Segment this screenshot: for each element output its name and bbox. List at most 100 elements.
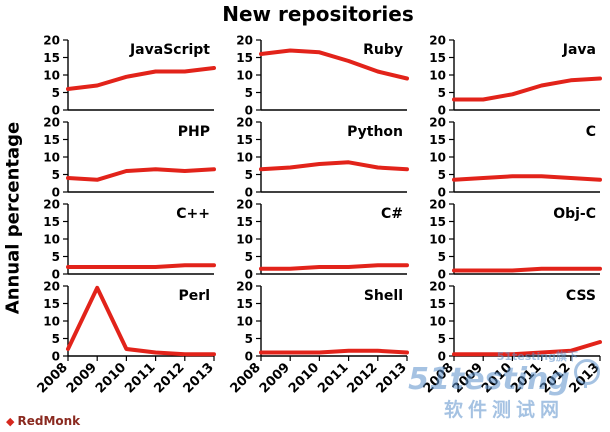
y-tick-label: 10 <box>43 315 60 329</box>
y-tick-label: 5 <box>245 86 253 100</box>
y-tick-label: 0 <box>245 268 253 281</box>
y-tick-label: 5 <box>438 332 446 346</box>
chart-panel-3: 0 5 10 15 20 PHP <box>32 116 218 200</box>
y-tick-label: 5 <box>438 86 446 100</box>
chart-panel-svg-8: 0 5 10 15 20 Obj-C <box>429 198 602 282</box>
y-tick-label: 20 <box>429 198 446 212</box>
panel-label: Perl <box>179 288 210 304</box>
y-tick-label: 10 <box>236 69 253 83</box>
series-line <box>259 48 409 81</box>
panel-label: CSS <box>566 288 596 304</box>
y-tick-label: 10 <box>43 151 60 165</box>
chart-panel-1: 0 5 10 15 20 Ruby <box>225 34 411 118</box>
y-tick-label: 10 <box>429 151 446 165</box>
x-tick-label: 2008 <box>421 360 457 396</box>
panel-label: Java <box>562 42 596 58</box>
y-tick-label: 5 <box>245 250 253 264</box>
y-tick-label: 15 <box>429 133 446 147</box>
y-tick-label: 15 <box>236 133 253 147</box>
y-tick-label: 15 <box>43 215 60 229</box>
y-tick-label: 5 <box>52 332 60 346</box>
x-tick-label: 2013 <box>567 360 603 396</box>
panel-label: C <box>586 124 596 140</box>
y-tick-label: 20 <box>429 116 446 130</box>
panel-label: Obj-C <box>553 206 596 222</box>
y-tick-label: 0 <box>438 350 446 364</box>
y-tick-label: 10 <box>43 69 60 83</box>
panel-label: C# <box>381 206 403 222</box>
series-line <box>452 174 602 182</box>
y-tick-label: 5 <box>52 86 60 100</box>
x-tick-label: 2009 <box>257 360 293 396</box>
chart-panel-4: 0 5 10 15 20 Python <box>225 116 411 200</box>
y-tick-label: 0 <box>245 104 253 117</box>
y-tick-label: 20 <box>43 198 60 212</box>
series-line <box>66 167 216 182</box>
x-tick-label: 2008 <box>228 360 264 396</box>
redmonk-mark-icon: ◆ <box>6 414 15 428</box>
chart-panel-9: 0 5 10 15 20 Perl 2008 2009 2010 2011 2012 2013 <box>32 280 218 402</box>
series-line <box>259 348 409 355</box>
x-tick-label: 2009 <box>450 360 486 396</box>
panel-label: JavaScript <box>129 42 210 58</box>
chart-panel-11: 0 5 10 15 20 CSS 2008 2009 2010 2011 2012 2013 <box>418 280 604 402</box>
y-tick-label: 5 <box>438 168 446 182</box>
x-tick-label: 2013 <box>374 360 410 396</box>
chart-panel-6: 0 5 10 15 20 C++ <box>32 198 218 282</box>
y-tick-label: 20 <box>429 280 446 294</box>
chart-title: New repositories <box>222 2 414 26</box>
panel-label: C++ <box>176 206 210 222</box>
x-tick-label: 2010 <box>286 360 322 396</box>
y-tick-label: 10 <box>429 69 446 83</box>
redmonk-wordmark: RedMonk <box>17 414 81 428</box>
y-tick-label: 15 <box>429 215 446 229</box>
y-tick-label: 0 <box>245 350 253 364</box>
x-tick-label: 2012 <box>151 360 187 396</box>
y-tick-label: 20 <box>236 116 253 130</box>
redmonk-logo: ◆ RedMonk <box>6 414 80 428</box>
x-tick-label: 2012 <box>537 360 573 396</box>
y-tick-label: 0 <box>245 186 253 199</box>
y-tick-label: 0 <box>52 350 60 364</box>
chart-panel-0: 0 5 10 15 20 JavaScript <box>32 34 218 118</box>
y-tick-label: 5 <box>52 250 60 264</box>
y-tick-label: 20 <box>236 34 253 48</box>
y-tick-label: 15 <box>43 133 60 147</box>
series-line <box>66 66 216 91</box>
y-tick-label: 15 <box>236 215 253 229</box>
y-tick-label: 15 <box>429 51 446 65</box>
chart-panel-10: 0 5 10 15 20 Shell 2008 2009 2010 2011 2012 2013 <box>225 280 411 402</box>
y-tick-label: 10 <box>429 233 446 247</box>
x-tick-label: 2011 <box>315 360 351 396</box>
chart-panel-svg-5: 0 5 10 15 20 C <box>429 116 602 200</box>
x-tick-label: 2011 <box>508 360 544 396</box>
y-tick-label: 20 <box>43 116 60 130</box>
y-tick-label: 5 <box>245 168 253 182</box>
y-tick-label: 10 <box>236 151 253 165</box>
y-tick-label: 10 <box>236 315 253 329</box>
y-tick-label: 20 <box>429 34 446 48</box>
series-line <box>259 160 409 172</box>
y-tick-label: 15 <box>429 297 446 311</box>
y-tick-label: 0 <box>52 268 60 281</box>
y-tick-label: 10 <box>429 315 446 329</box>
chart-panel-svg-3: 0 5 10 15 20 PHP <box>43 116 216 200</box>
chart-grid: 0 5 10 15 20 JavaScript 0 5 10 15 20 Ruby 0 5 10 15 20 Ja… <box>32 34 604 402</box>
series-line <box>452 76 602 102</box>
series-line <box>452 340 602 357</box>
x-tick-label: 2010 <box>93 360 129 396</box>
series-line <box>66 263 216 269</box>
y-tick-label: 0 <box>52 104 60 117</box>
x-tick-label: 2008 <box>35 360 71 396</box>
y-tick-label: 15 <box>43 297 60 311</box>
y-tick-label: 5 <box>438 250 446 264</box>
series-line <box>452 266 602 273</box>
chart-panel-2: 0 5 10 15 20 Java <box>418 34 604 118</box>
chart-panel-7: 0 5 10 15 20 C# <box>225 198 411 282</box>
y-tick-label: 0 <box>438 186 446 199</box>
chart-panel-svg-0: 0 5 10 15 20 JavaScript <box>43 34 216 118</box>
x-tick-label: 2010 <box>479 360 515 396</box>
chart-panel-svg-6: 0 5 10 15 20 C++ <box>43 198 216 282</box>
